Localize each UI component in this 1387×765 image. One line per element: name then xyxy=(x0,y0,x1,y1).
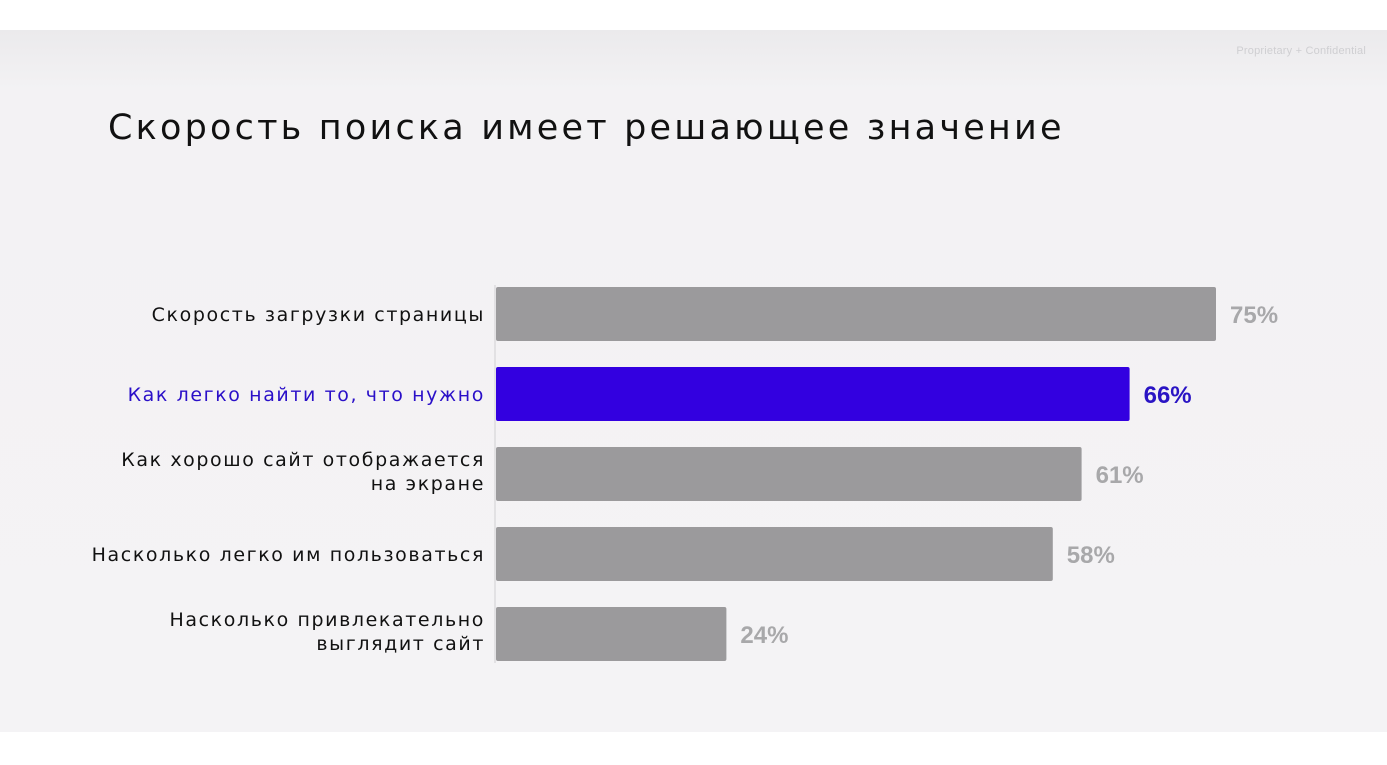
data-label: 24% xyxy=(740,622,788,649)
data-label: 61% xyxy=(1096,462,1144,489)
confidential-note: Proprietary + Confidential xyxy=(1236,45,1366,57)
bar xyxy=(496,447,1082,501)
bar xyxy=(496,287,1216,341)
category-label: Скорость загрузки страницы xyxy=(152,304,485,326)
category-label: Как хорошо сайт отображается на экране xyxy=(121,449,485,495)
data-label: 66% xyxy=(1144,382,1192,409)
data-label: 75% xyxy=(1230,302,1278,329)
bar xyxy=(496,527,1053,581)
category-label: Насколько легко им пользоваться xyxy=(92,544,485,566)
chart-title: Скорость поиска имеет решающее значение xyxy=(108,108,1065,148)
bar xyxy=(496,607,727,661)
data-label: 58% xyxy=(1067,542,1115,569)
bar xyxy=(496,367,1130,421)
category-label: Насколько привлекательно выглядит сайт xyxy=(170,609,486,655)
category-label: Как легко найти то, что нужно xyxy=(128,384,485,406)
